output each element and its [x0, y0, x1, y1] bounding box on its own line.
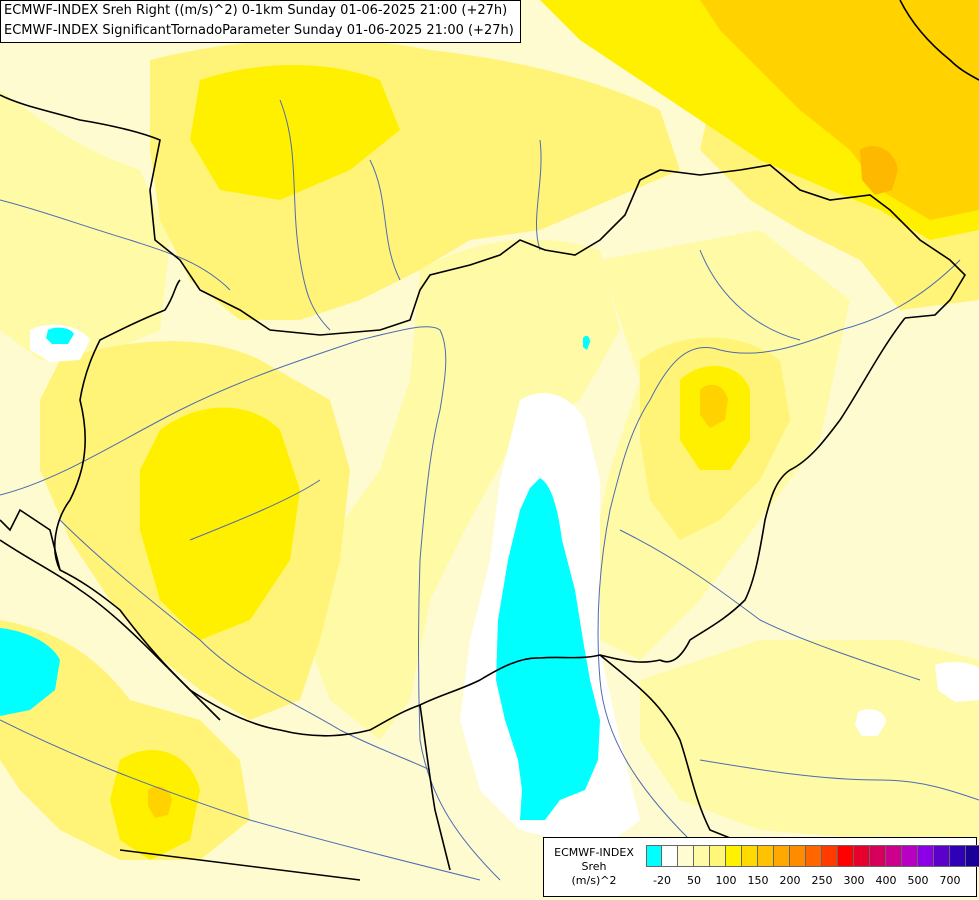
legend-tick-label: 400	[875, 874, 897, 887]
legend-tick-label: 500	[907, 874, 929, 887]
field-pale-west	[0, 90, 170, 360]
legend-swatch	[774, 846, 790, 866]
legend-swatch	[934, 846, 950, 866]
legend-swatch	[694, 846, 710, 866]
legend-swatch	[966, 846, 979, 866]
river-danube	[0, 326, 501, 881]
river-west-1	[0, 199, 231, 291]
field-orange-east	[700, 384, 728, 428]
field-deep-orange-northeast	[860, 146, 898, 195]
legend-swatch	[790, 846, 806, 866]
legend-tick-label: 200	[779, 874, 801, 887]
field-pale-central	[300, 239, 620, 740]
title-line-stp: ECMWF-INDEX SignificantTornadoParameter …	[4, 23, 514, 38]
legend-tick-label: 50	[687, 874, 701, 887]
legend-swatch	[870, 846, 886, 866]
field-orange-northeast	[700, 0, 979, 220]
country-borders	[0, 0, 979, 881]
legend-ticks: -20 50 100 150 200 250 300 400 500 700	[544, 874, 978, 890]
field-white-southeast	[855, 709, 886, 736]
legend-swatch	[646, 846, 662, 866]
river-south-east	[699, 759, 979, 801]
border-north	[0, 94, 967, 336]
river-east-1	[699, 249, 801, 341]
border-east-top	[899, 0, 979, 81]
color-legend: ECMWF-INDEX Sreh (m/s)^2 -20 50 100 150 200 2…	[543, 837, 979, 897]
border-south	[0, 508, 661, 737]
border-romania	[599, 654, 761, 851]
legend-tick-label: 300	[843, 874, 865, 887]
field-cyan-north	[583, 335, 590, 350]
legend-title-parameter: Sreh	[581, 860, 607, 873]
rivers	[0, 99, 979, 881]
field-pale-southeast	[640, 640, 979, 840]
legend-title: ECMWF-INDEX Sreh (m/s)^2	[548, 846, 640, 888]
field-orange-south	[148, 786, 172, 818]
river-east-2	[619, 529, 921, 681]
legend-swatch	[726, 846, 742, 866]
field-white-east	[935, 662, 979, 702]
legend-swatch	[742, 846, 758, 866]
river-tisza	[597, 259, 961, 841]
legend-swatch	[854, 846, 870, 866]
legend-swatch	[902, 846, 918, 866]
legend-tick-label: 150	[747, 874, 769, 887]
legend-swatch	[678, 846, 694, 866]
river-drava	[59, 519, 431, 771]
river-north-1	[279, 99, 331, 331]
river-north-2	[369, 159, 401, 281]
legend-tick-label: -20	[653, 874, 671, 887]
border-west	[54, 279, 181, 571]
border-croatia	[0, 539, 221, 721]
legend-swatch	[710, 846, 726, 866]
border-north-ukraine	[659, 317, 906, 663]
legend-swatch	[886, 846, 902, 866]
field-bright-west-centre	[140, 407, 300, 640]
legend-swatch	[758, 846, 774, 866]
legend-title-model: ECMWF-INDEX	[554, 846, 634, 859]
legend-swatch	[662, 846, 678, 866]
river-zala	[189, 479, 321, 541]
map-title-box: ECMWF-INDEX Sreh Right ((m/s)^2) 0-1km S…	[0, 0, 521, 43]
field-cyan-central	[496, 478, 600, 820]
legend-swatch	[950, 846, 966, 866]
field-cyan-west	[0, 628, 60, 716]
river-north-3	[535, 139, 542, 251]
legend-tick-label: 250	[811, 874, 833, 887]
legend-tick-label: 100	[715, 874, 737, 887]
field-bright-north	[190, 65, 400, 200]
legend-tick-label: 700	[939, 874, 961, 887]
legend-swatch	[806, 846, 822, 866]
border-serbia	[419, 704, 451, 871]
field-cyan-northwest	[46, 327, 74, 344]
legend-swatch	[918, 846, 934, 866]
title-line-sreh: ECMWF-INDEX Sreh Right ((m/s)^2) 0-1km S…	[4, 3, 508, 18]
legend-swatches	[646, 845, 979, 867]
legend-swatch	[822, 846, 838, 866]
border-south-west	[119, 849, 361, 881]
legend-swatch	[838, 846, 854, 866]
legend-title-unit: (m/s)^2	[571, 874, 617, 887]
river-sava	[0, 719, 481, 881]
